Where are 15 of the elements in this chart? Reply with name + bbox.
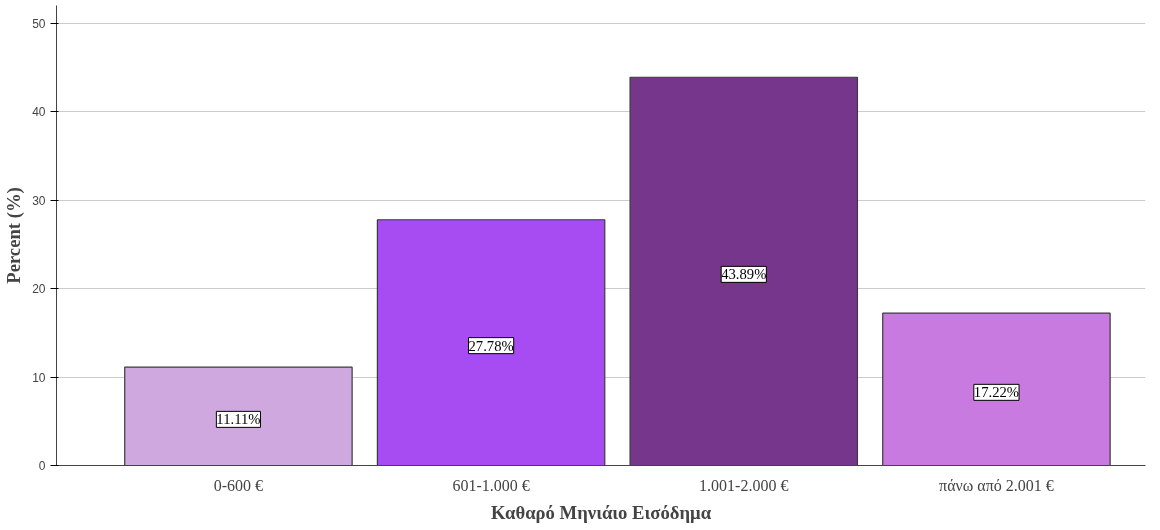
y-tick-label: 30 bbox=[32, 193, 46, 208]
data-label: 17.22% bbox=[973, 384, 1020, 401]
y-axis-title: Percent (%) bbox=[3, 187, 26, 284]
x-tick-label: 0-600 € bbox=[213, 476, 264, 494]
x-tick-label: 601-1.000 € bbox=[452, 476, 530, 494]
x-tick-label: 1.001-2.000 € bbox=[699, 476, 789, 494]
y-tick-label: 50 bbox=[32, 16, 46, 31]
data-label: 27.78% bbox=[468, 337, 514, 354]
x-axis-title: Καθαρό Μηνιάιο Εισόδημα bbox=[490, 501, 712, 523]
y-tick-label: 40 bbox=[32, 105, 46, 120]
y-tick-label: 10 bbox=[32, 370, 46, 385]
data-label: 11.11% bbox=[216, 411, 261, 428]
y-tick-label: 0 bbox=[38, 459, 46, 473]
y-tick-label: 20 bbox=[32, 282, 46, 297]
x-tick-label: πάνω από 2.001 € bbox=[939, 476, 1054, 494]
